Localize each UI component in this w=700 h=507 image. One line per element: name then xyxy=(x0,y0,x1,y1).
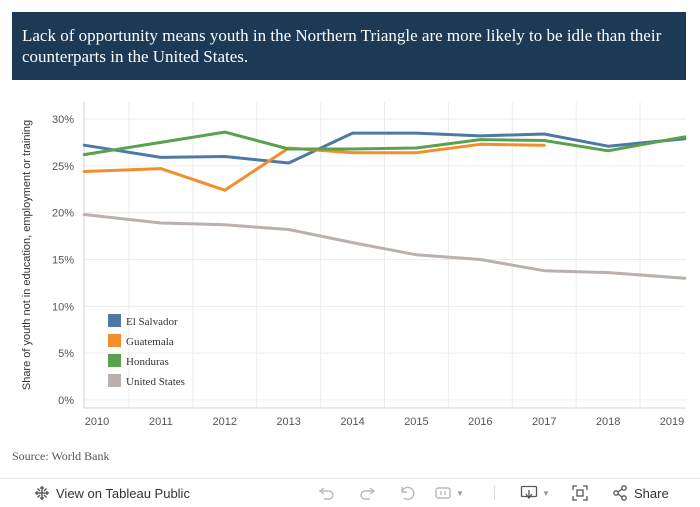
x-tick-label: 2017 xyxy=(532,416,556,428)
y-tick-label: 10% xyxy=(52,301,74,313)
y-tick-label: 20% xyxy=(52,208,74,220)
undo-button[interactable] xyxy=(318,479,336,507)
share-button[interactable]: Share xyxy=(612,479,669,507)
redo-icon xyxy=(360,487,376,500)
download-icon xyxy=(520,485,538,500)
legend-label-honduras: Honduras xyxy=(126,356,169,368)
tableau-toolbar: View on Tableau Public ▼ xyxy=(0,478,700,507)
download-button[interactable]: ▼ xyxy=(520,479,550,507)
y-tick-label: 5% xyxy=(58,348,74,360)
x-tick-label: 2012 xyxy=(213,416,237,428)
chevron-down-icon: ▼ xyxy=(542,488,550,498)
x-tick-label: 2010 xyxy=(85,416,109,428)
view-on-tableau-label: View on Tableau Public xyxy=(56,485,190,501)
series-line-united-states xyxy=(82,213,687,280)
chart-title: Lack of opportunity means youth in the N… xyxy=(22,26,662,66)
chart-header: Lack of opportunity means youth in the N… xyxy=(12,12,686,80)
x-tick-label: 2013 xyxy=(276,416,300,428)
y-tick-label: 0% xyxy=(58,395,74,407)
share-icon xyxy=(613,485,627,501)
chevron-down-icon: ▼ xyxy=(456,488,464,498)
fullscreen-button[interactable] xyxy=(572,479,588,507)
series-line-guatemala xyxy=(82,142,546,192)
redo-button[interactable] xyxy=(358,479,376,507)
tableau-logo-icon xyxy=(35,486,49,500)
x-tick-label: 2019 xyxy=(660,416,684,428)
series-line-el-salvador xyxy=(82,131,687,165)
legend-swatch-honduras xyxy=(108,354,121,367)
y-axis-title: Share of youth not in education, employm… xyxy=(21,120,33,390)
legend: El Salvador Guatemala Honduras United State… xyxy=(108,314,185,388)
legend-swatch-united-states xyxy=(108,374,121,387)
revert-icon xyxy=(401,486,415,501)
legend-label-el-salvador: El Salvador xyxy=(126,316,178,328)
legend-label-united-states: United States xyxy=(126,376,185,388)
legend-label-guatemala: Guatemala xyxy=(126,336,174,348)
y-tick-label: 25% xyxy=(52,161,74,173)
pause-icon xyxy=(435,487,451,499)
x-tick-label: 2011 xyxy=(149,416,173,428)
y-tick-label: 30% xyxy=(52,114,74,126)
view-on-tableau-link[interactable]: View on Tableau Public xyxy=(34,479,190,507)
source-note: Source: World Bank xyxy=(12,449,110,463)
x-tick-label: 2015 xyxy=(404,416,428,428)
legend-swatch-el-salvador xyxy=(108,314,121,327)
legend-swatch-guatemala xyxy=(108,334,121,347)
revert-button[interactable] xyxy=(398,479,416,507)
y-tick-label: 15% xyxy=(52,255,74,267)
x-tick-label: 2014 xyxy=(340,416,364,428)
fullscreen-icon xyxy=(572,485,588,501)
x-tick-label: 2016 xyxy=(468,416,492,428)
x-tick-label: 2018 xyxy=(596,416,620,428)
line-chart: 0% 5% 10% 15% 20% 25% 30% 2010 2011 2012 2013 2014 2… xyxy=(21,102,687,428)
series-line-honduras xyxy=(82,130,687,157)
share-label: Share xyxy=(634,485,669,501)
toolbar-divider xyxy=(494,486,495,500)
undo-icon xyxy=(318,487,334,500)
pause-updates-button[interactable]: ▼ xyxy=(434,479,464,507)
